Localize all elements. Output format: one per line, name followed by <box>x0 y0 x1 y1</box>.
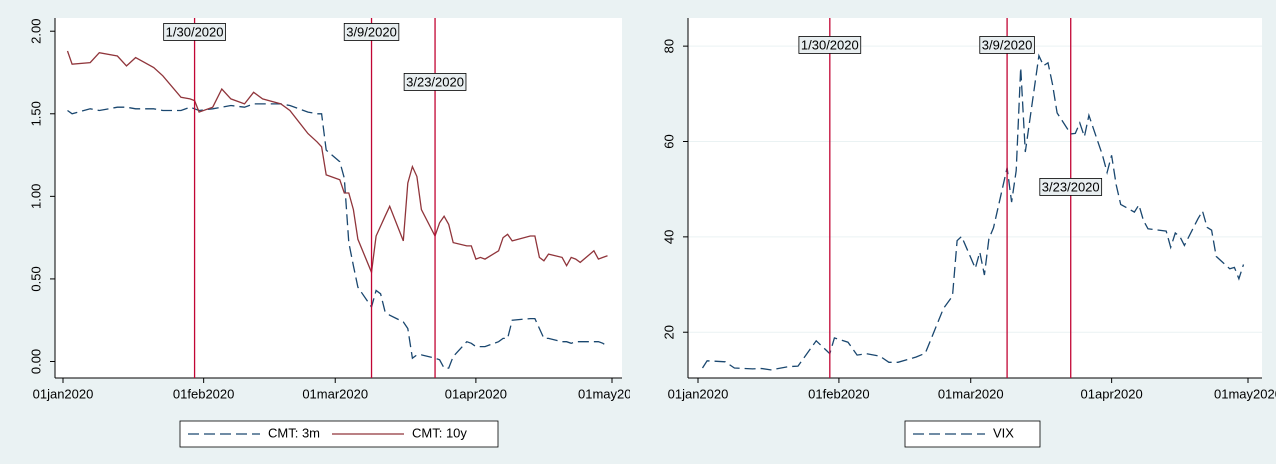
x-tick-label: 01may2020 <box>1214 386 1276 401</box>
event-label-box <box>798 36 862 54</box>
y-tick-label: 0.50 <box>28 266 43 291</box>
y-tick-label: 1.00 <box>28 184 43 209</box>
event-label-box <box>343 23 400 41</box>
event-label: 3/9/2020 <box>982 37 1033 52</box>
legend-box <box>904 420 1041 448</box>
event-label: 3/9/2020 <box>346 24 397 39</box>
y-tick-label: 1.50 <box>28 101 43 126</box>
x-tick-label: 01may2020 <box>578 386 646 401</box>
legend-label: CMT: 3m <box>268 425 320 440</box>
y-tick-label: 60 <box>661 134 676 148</box>
event-label: 3/23/2020 <box>1042 179 1100 194</box>
legend-label: VIX <box>993 425 1014 440</box>
legend-label: CMT: 10y <box>412 425 467 440</box>
event-label: 1/30/2020 <box>801 37 859 52</box>
event-label-box <box>163 23 226 41</box>
y-tick-label: 40 <box>661 230 676 244</box>
series-line <box>66 50 608 275</box>
event-label-box <box>1039 178 1103 196</box>
plot-area <box>55 18 622 378</box>
event-label: 3/23/2020 <box>406 74 464 89</box>
x-tick-label: 01mar2020 <box>938 386 1004 401</box>
event-label-box <box>979 36 1035 54</box>
series-line <box>67 103 608 369</box>
plot-area <box>688 18 1262 378</box>
y-tick-label: 20 <box>661 325 676 339</box>
x-tick-label: 01feb2020 <box>808 386 869 401</box>
x-tick-label: 01mar2020 <box>302 386 368 401</box>
series-line <box>701 53 1245 371</box>
y-tick-label: 2.00 <box>28 19 43 44</box>
panel: 20 40 60 80 01jan2020 01feb2020 01mar2020 01apr… <box>661 18 1276 448</box>
x-tick-label: 01jan2020 <box>668 386 729 401</box>
event-label: 1/30/2020 <box>166 24 224 39</box>
x-tick-label: 01jan2020 <box>33 386 94 401</box>
x-tick-label: 01apr2020 <box>1081 386 1143 401</box>
x-tick-label: 01feb2020 <box>173 386 234 401</box>
y-tick-label: 80 <box>661 39 676 53</box>
panel: 0.00 0.50 1.00 1.50 2.00 01jan2020 01feb2020 01… <box>28 18 646 448</box>
y-tick-label: 0.00 <box>28 349 43 374</box>
x-tick-label: 01apr2020 <box>445 386 507 401</box>
event-label-box <box>403 73 467 91</box>
